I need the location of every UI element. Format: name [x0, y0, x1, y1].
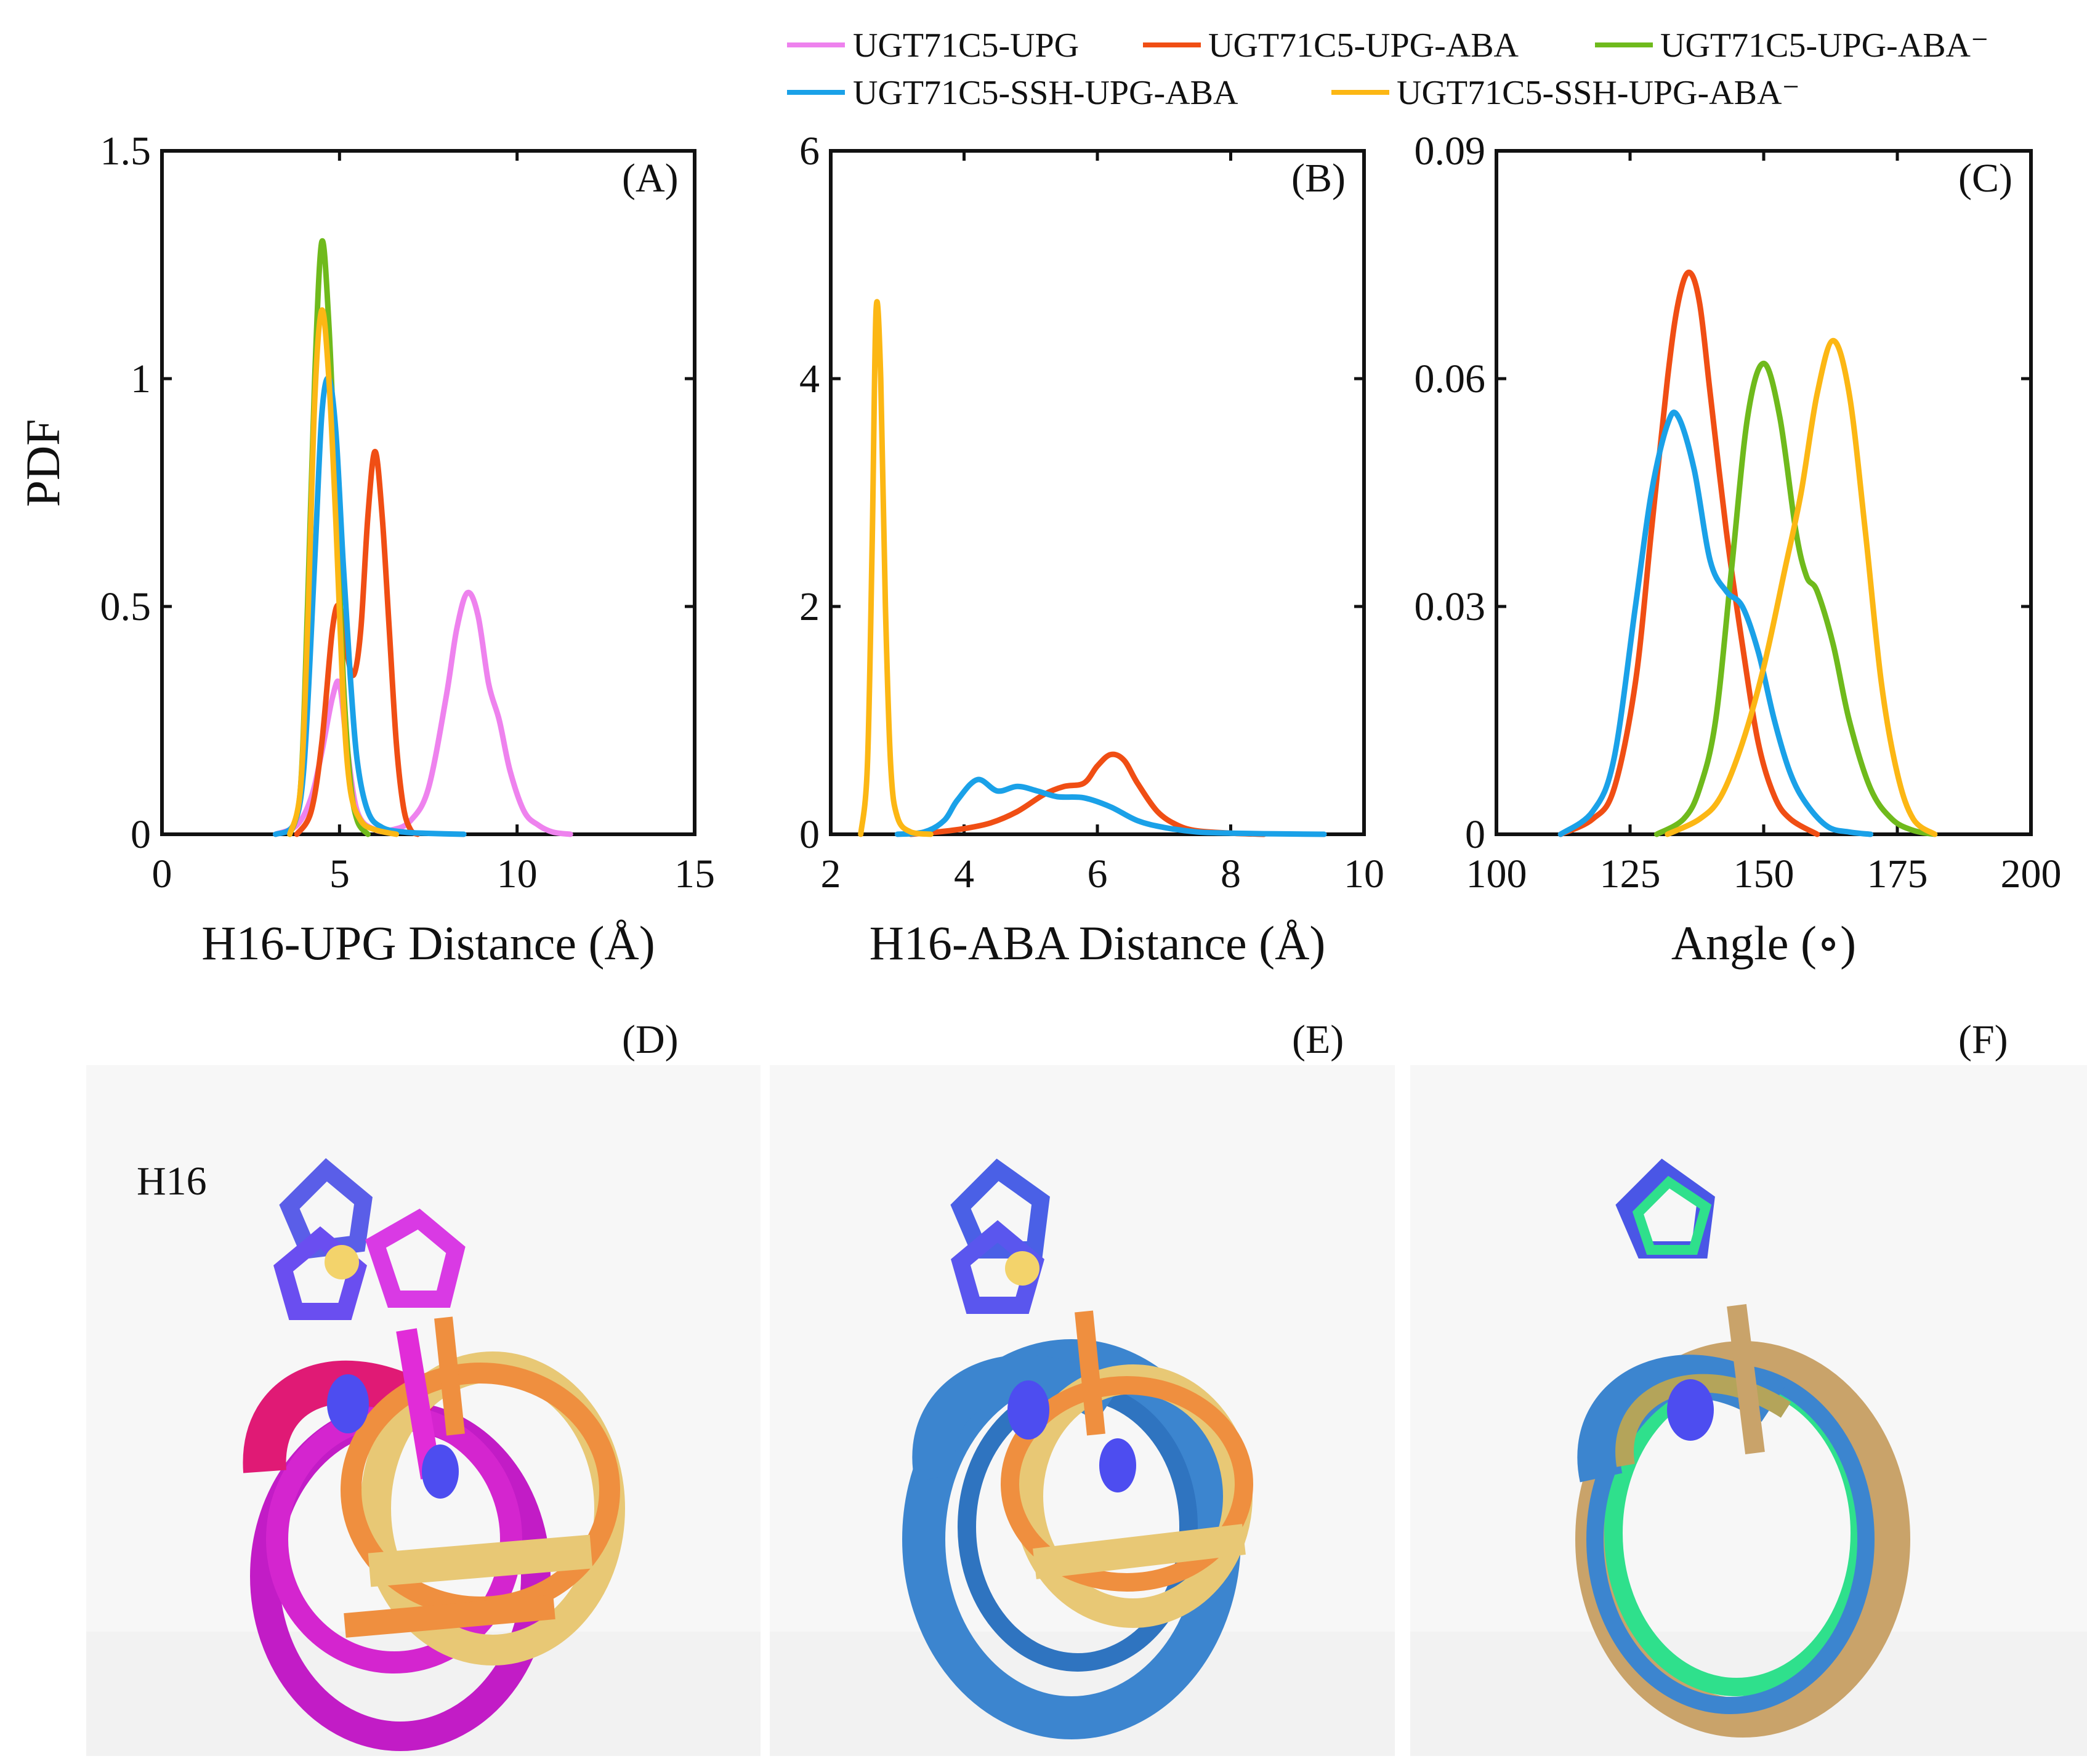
series-line-ugt71c5-ssh-upg-aba — [1557, 409, 1874, 837]
x-tick-label: 15 — [674, 852, 715, 896]
y-tick-label: 0.06 — [1415, 356, 1486, 401]
panel-label-f: (F) — [1958, 1017, 2008, 1062]
legend-label-ugt71c5-ssh-upg-aba: UGT71C5-SSH-UPG-ABA — [853, 74, 1238, 112]
legend-label-ugt71c5-ssh-upg-aba-minus: UGT71C5-SSH-UPG-ABA⁻ — [1397, 74, 1800, 112]
legend-label-ugt71c5-upg: UGT71C5-UPG — [853, 26, 1079, 65]
panel-label-c: (C) — [1958, 156, 2012, 201]
x-tick-label: 150 — [1734, 852, 1794, 896]
legend: UGT71C5-UPG UGT71C5-UPG-ABA UGT71C5-UPG-… — [787, 26, 1989, 112]
x-tick-label: 175 — [1867, 852, 1928, 896]
y-tick-label: 0.03 — [1415, 584, 1486, 629]
structure-image-e — [770, 1065, 1395, 1756]
panel-label-d: (D) — [622, 1017, 679, 1062]
structure-image-d: H16 — [86, 1065, 761, 1756]
chart-panel-a: 0 5 10 15 0 0.5 1 1.5 (A) H16-UPG Distance (Å) — [100, 129, 716, 970]
series-line-ugt71c5-ssh-upg-aba-minus — [287, 307, 400, 837]
x-axis-label-c: Angle (∘) — [1671, 916, 1856, 970]
plot-frame-c — [1495, 149, 2033, 836]
panel-label-b: (B) — [1291, 156, 1346, 201]
y-tick-label: 0 — [1465, 812, 1485, 857]
legend-label-ugt71c5-upg-aba-minus: UGT71C5-UPG-ABA⁻ — [1660, 26, 1989, 65]
panel-label-e: (E) — [1292, 1017, 1344, 1062]
x-tick-label: 6 — [1088, 852, 1108, 896]
y-tick-label: 4 — [799, 356, 820, 401]
x-tick-label: 4 — [954, 852, 974, 896]
y-tick-label: 6 — [799, 129, 820, 174]
x-tick-label: 10 — [1344, 852, 1384, 896]
x-tick-label: 10 — [497, 852, 538, 896]
y-tick-label: 2 — [799, 584, 820, 629]
y-tick-label: 0 — [799, 812, 820, 857]
series-line-ugt71c5-ssh-upg-aba — [894, 776, 1327, 837]
series-line-ugt71c5-upg-aba — [294, 448, 421, 837]
x-tick-label: 8 — [1221, 852, 1241, 896]
y-axis-label: PDF — [16, 419, 70, 507]
legend-label-ugt71c5-upg-aba: UGT71C5-UPG-ABA — [1208, 26, 1519, 65]
structure-image-f — [1410, 1065, 2087, 1756]
x-tick-label: 2 — [821, 852, 841, 896]
series-line-ugt71c5-upg-aba — [908, 751, 1267, 837]
panel-label-a: (A) — [622, 156, 679, 201]
y-tick-label: 1 — [131, 356, 151, 401]
y-tick-label: 0.5 — [100, 584, 151, 629]
y-tick-label: 0 — [131, 812, 151, 857]
plot-frame-b — [829, 149, 1366, 836]
series-line-ugt71c5-upg — [273, 589, 573, 837]
chart-panel-c: 100 125 150 175 200 0 0.03 0.06 0.09 (C) Angle (∘) — [1415, 129, 2062, 970]
x-tick-label: 200 — [2001, 852, 2062, 896]
x-tick-label: 100 — [1466, 852, 1527, 896]
series-line-ugt71c5-ssh-upg-aba — [273, 375, 467, 837]
y-tick-label: 1.5 — [100, 129, 151, 174]
series-line-ugt71c5-ssh-upg-aba-minus — [858, 299, 934, 837]
x-tick-label: 5 — [329, 852, 350, 896]
y-tick-label: 0.09 — [1415, 129, 1486, 174]
x-tick-label: 125 — [1600, 852, 1661, 896]
plot-frame-a — [160, 149, 696, 836]
x-axis-label-a: H16-UPG Distance (Å) — [201, 916, 655, 970]
series-line-ugt71c5-upg-aba — [1557, 269, 1820, 837]
structure-label-h16: H16 — [137, 1159, 207, 1204]
x-tick-label: 0 — [152, 852, 172, 896]
series-line-ugt71c5-ssh-upg-aba-minus — [1665, 337, 1938, 837]
x-axis-label-b: H16-ABA Distance (Å) — [870, 916, 1326, 970]
series-line-ugt71c5-upg-aba-minus — [1653, 360, 1938, 837]
